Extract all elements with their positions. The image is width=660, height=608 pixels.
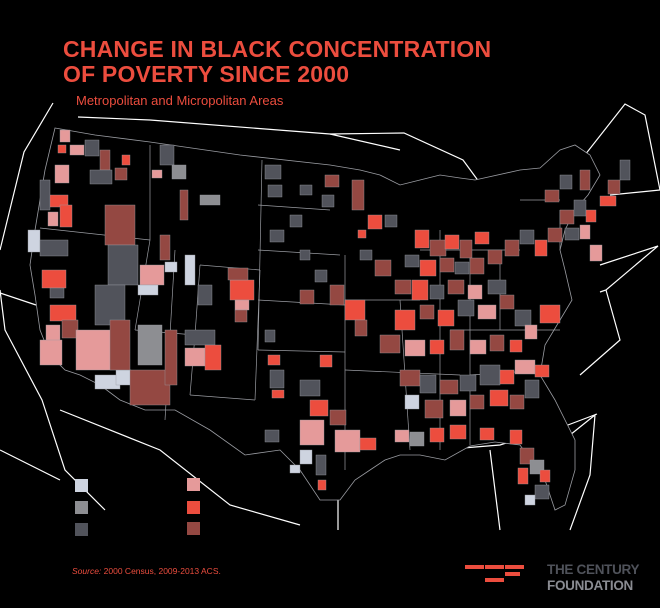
map-title: CHANGE IN BLACK CONCENTRATION OF POVERTY… (63, 37, 491, 87)
logo-line-1: THE CENTURY (547, 562, 640, 577)
legend-swatch-1 (75, 479, 88, 492)
source-note: Source: 2000 Census, 2009-2013 ACS. (72, 566, 221, 576)
legend-swatch-2 (75, 501, 88, 514)
title-line-1: CHANGE IN BLACK CONCENTRATION (63, 36, 492, 62)
logo-line-2: FOUNDATION (547, 578, 633, 593)
logo-bar (485, 578, 504, 582)
legend-swatch-3 (75, 523, 88, 536)
title-line-2: OF POVERTY SINCE 2000 (63, 61, 350, 87)
legend-swatch-5 (187, 501, 200, 514)
logo-wordmark: THE CENTURY FOUNDATION (547, 562, 640, 594)
logo-bar (465, 565, 484, 569)
county-patches (27, 129, 631, 506)
logo-bar (485, 565, 504, 569)
logo-bar (505, 572, 520, 576)
century-foundation-logo: THE CENTURY FOUNDATION (465, 562, 655, 594)
map-subtitle: Metropolitan and Micropolitan Areas (76, 93, 284, 108)
source-prefix: Source: (72, 566, 102, 576)
legend-swatch-6 (187, 522, 200, 535)
logo-bar (505, 565, 524, 569)
source-text: 2000 Census, 2009-2013 ACS. (101, 566, 221, 576)
legend-swatch-4 (187, 478, 200, 491)
